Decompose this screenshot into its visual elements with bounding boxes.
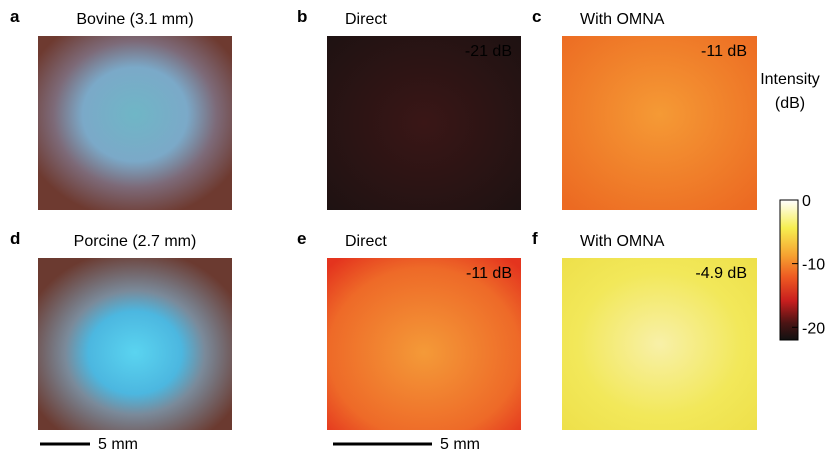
image bbox=[562, 36, 757, 210]
panel-title: With OMNA bbox=[580, 11, 665, 28]
image bbox=[327, 258, 521, 430]
scale-label: 5 mm bbox=[98, 436, 138, 453]
annotation: -11 dB bbox=[466, 265, 512, 282]
image bbox=[38, 36, 232, 210]
panel-title: With OMNA bbox=[580, 233, 665, 250]
colorbar-tick-label: -20 bbox=[802, 320, 825, 337]
image bbox=[327, 36, 521, 210]
panel-letter: b bbox=[297, 7, 307, 26]
annotation: -4.9 dB bbox=[695, 265, 747, 282]
colorbar-title: Intensity bbox=[760, 71, 820, 88]
colorbar-tick-label: -10 bbox=[802, 257, 825, 274]
panel-title: Porcine (2.7 mm) bbox=[74, 233, 197, 250]
scale-label: 5 mm bbox=[440, 436, 480, 453]
panel-letter: d bbox=[10, 229, 20, 248]
panel-title: Bovine (3.1 mm) bbox=[76, 11, 193, 28]
annotation: -21 dB bbox=[465, 43, 512, 60]
panel-letter: f bbox=[532, 229, 538, 248]
colorbar bbox=[779, 199, 799, 341]
panel-letter: a bbox=[10, 7, 20, 26]
panel-title: Direct bbox=[345, 11, 387, 28]
panel-title: Direct bbox=[345, 233, 387, 250]
image bbox=[38, 258, 232, 430]
image bbox=[562, 258, 757, 430]
colorbar-title: (dB) bbox=[775, 95, 805, 112]
colorbar-tick-label: 0 bbox=[802, 193, 811, 210]
annotation: -11 dB bbox=[701, 43, 747, 60]
panel-letter: c bbox=[532, 7, 541, 26]
panel-letter: e bbox=[297, 229, 306, 248]
